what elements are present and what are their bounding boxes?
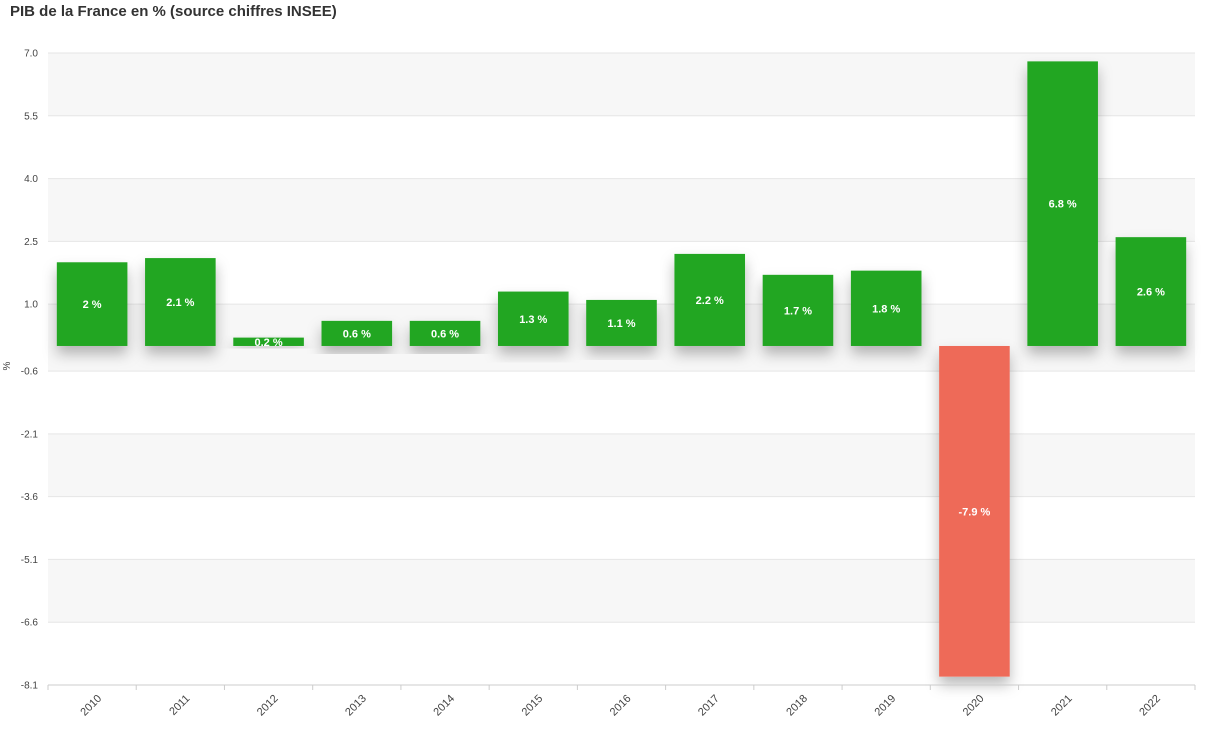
bar-2013[interactable] [321, 320, 393, 346]
data-label: 2.6 % [1137, 287, 1165, 299]
x-tick-label: 2010 [78, 693, 104, 719]
data-label: 1.3 % [519, 314, 547, 326]
chart-title: PIB de la France en % (source chiffres I… [10, 3, 337, 20]
x-tick-label: 2015 [520, 693, 546, 719]
bar-2019[interactable] [850, 270, 922, 346]
y-tick-label: -5.1 [21, 555, 39, 566]
data-label: -7.9 % [959, 506, 991, 518]
bar-2014[interactable] [409, 320, 481, 346]
y-tick-label: 2.5 [24, 237, 38, 248]
y-tick-label: -8.1 [21, 681, 39, 692]
x-tick-label: 2014 [431, 693, 457, 719]
x-tick-label: 2011 [167, 693, 192, 718]
bar-2015[interactable] [497, 291, 569, 346]
data-label: 6.8 % [1049, 199, 1077, 211]
data-label: 0.6 % [343, 328, 371, 340]
x-tick-label: 2019 [873, 693, 899, 719]
y-tick-label: -3.6 [21, 492, 39, 503]
x-tick-label: 2020 [961, 693, 987, 719]
data-label: 0.2 % [255, 337, 283, 349]
bar-2018[interactable] [762, 274, 834, 346]
grid-band [48, 53, 1195, 116]
y-tick-label: -6.6 [21, 618, 39, 629]
y-tick-label: -2.1 [21, 429, 39, 440]
data-label: 1.1 % [607, 318, 635, 330]
bar-2021[interactable] [1027, 61, 1098, 346]
grid-band [48, 433, 1195, 497]
data-label: 0.6 % [431, 328, 459, 340]
bar-2011[interactable] [145, 258, 216, 346]
x-tick-label: 2018 [784, 693, 810, 719]
bar-2022[interactable] [1115, 237, 1187, 346]
bar-2017[interactable] [674, 253, 746, 346]
grid-band [48, 178, 1195, 242]
data-label: 2.2 % [696, 295, 724, 307]
data-label: 2 % [83, 299, 102, 311]
y-tick-label: -0.6 [21, 367, 39, 378]
x-axis: 2010 2011 2012 2013 2014 2015 2016 2017 2018 2019… [47, 684, 1196, 719]
y-tick-label: 4.0 [24, 174, 38, 185]
x-tick-label: 2012 [255, 693, 281, 719]
grid-band [48, 559, 1195, 623]
y-tick-label: 1.0 [24, 300, 38, 311]
data-label: 2.1 % [166, 297, 194, 309]
bars [56, 61, 1187, 677]
y-axis-title: % [2, 361, 13, 370]
bar-2012[interactable] [233, 337, 304, 346]
y-axis: 7.0 5.5 4.0 2.5 1.0 -0.6 -2.1 -3.6 -5.1 -6.6 -8.1 [21, 49, 39, 692]
bar-2016[interactable] [586, 299, 657, 346]
bar-2010[interactable] [56, 262, 128, 346]
y-tick-label: 5.5 [24, 111, 38, 122]
data-label: 1.8 % [872, 303, 900, 315]
bar-2020[interactable] [939, 345, 1010, 677]
y-tick-label: 7.0 [24, 49, 38, 60]
x-tick-label: 2016 [608, 693, 634, 719]
x-tick-label: 2013 [343, 693, 369, 719]
x-tick-label: 2017 [696, 693, 722, 719]
data-label: 1.7 % [784, 305, 812, 317]
data-labels: 2 % 2.1 % 0.2 % 0.6 % 0.6 % 1.3 % 1.1 % 2.2 % 1.… [83, 199, 1166, 519]
x-tick-label: 2021 [1049, 693, 1075, 719]
x-tick-label: 2022 [1137, 693, 1163, 719]
